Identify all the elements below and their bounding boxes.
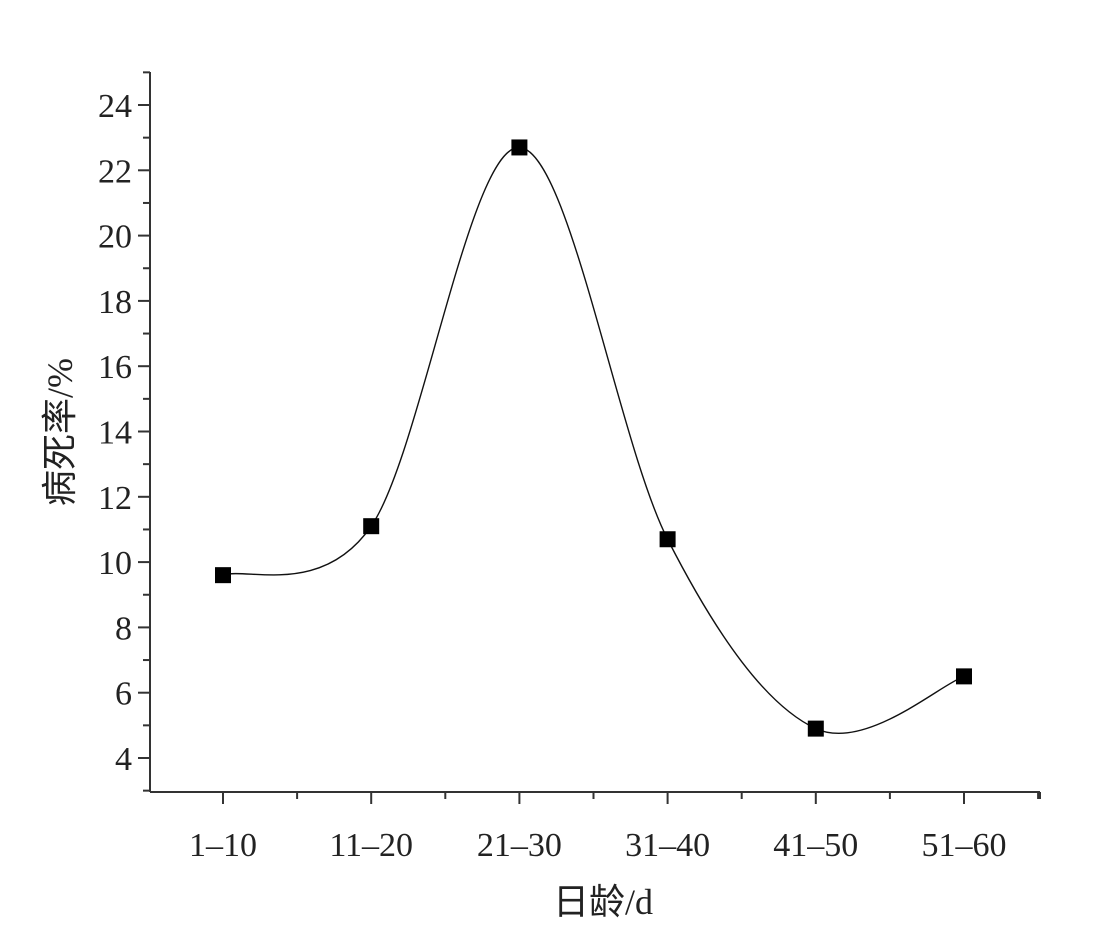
x-axis: 1–10 11–20 21–30 31–40 41–50 51–60: [150, 791, 1041, 864]
data-point-marker: [807, 720, 824, 737]
x-tick-label: 51–60: [922, 827, 1007, 864]
x-tick-label: 1–10: [189, 827, 257, 864]
series-group: [215, 139, 972, 737]
y-tick-label: 14: [98, 415, 132, 452]
y-axis-title: 病死率/%: [40, 358, 80, 506]
y-tick-label: 12: [98, 480, 132, 517]
y-tick-label: 16: [98, 349, 132, 386]
x-tick-label: 41–50: [773, 827, 858, 864]
data-point-marker: [363, 518, 380, 535]
y-tick-label: 8: [115, 610, 132, 647]
data-point-marker: [956, 668, 972, 685]
y-tick-label: 22: [98, 153, 132, 190]
x-tick-label: 11–20: [329, 827, 413, 864]
axis-titles: 日龄/d 病死率/%: [40, 358, 653, 922]
y-tick-label: 20: [98, 219, 132, 256]
y-tick-label: 10: [98, 545, 132, 582]
y-tick-label: 24: [98, 88, 132, 125]
data-point-marker: [215, 567, 231, 584]
y-tick-label: 4: [115, 741, 132, 778]
x-tick-label: 31–40: [625, 827, 710, 864]
x-axis-title: 日龄/d: [553, 882, 653, 922]
y-tick-label: 18: [98, 284, 132, 321]
data-point-marker: [659, 531, 676, 548]
series-line: [222, 146, 965, 735]
data-point-marker: [511, 139, 528, 156]
y-axis: 4 6 8 10 12 14 16 18 20 22 24: [98, 71, 151, 792]
y-tick-label: 6: [115, 676, 132, 713]
x-tick-label: 21–30: [477, 827, 562, 864]
